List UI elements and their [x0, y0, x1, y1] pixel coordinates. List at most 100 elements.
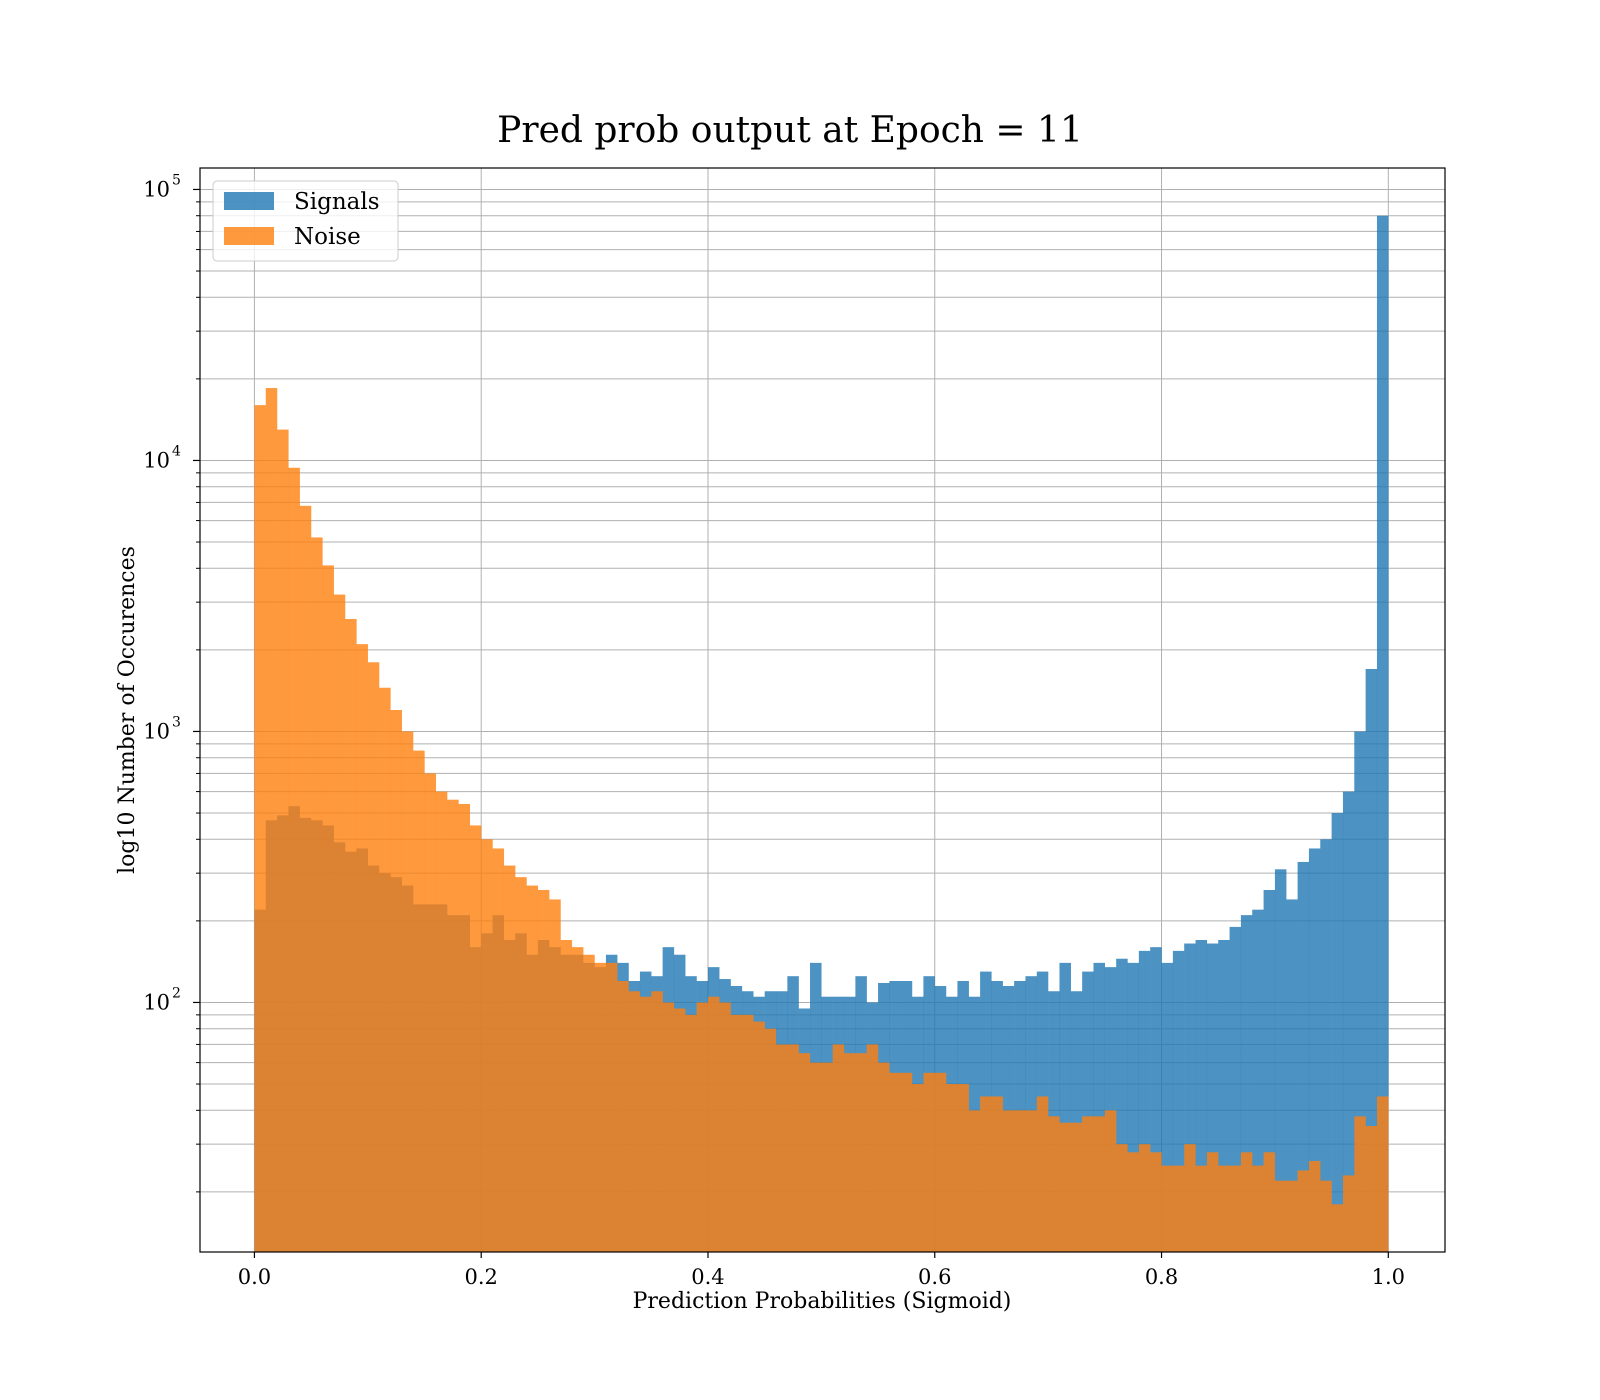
bar-noise-61: [946, 1084, 958, 1252]
bar-noise-43: [741, 1014, 754, 1252]
bar-noise-92: [1297, 1170, 1310, 1252]
bar-noise-71: [1059, 1122, 1071, 1252]
bar-noise-80: [1161, 1165, 1174, 1252]
bar-noise-2: [277, 429, 289, 1252]
bar-noise-40: [707, 996, 720, 1252]
y-tick-exponent: 2: [172, 985, 181, 1001]
y-tick-exponent: 3: [172, 714, 181, 730]
chart-title: Pred prob output at Epoch = 11: [497, 110, 1083, 151]
legend-swatch-noise: [224, 227, 274, 245]
bar-noise-88: [1252, 1165, 1264, 1252]
bar-noise-24: [526, 885, 539, 1252]
bar-noise-66: [1002, 1110, 1015, 1252]
bar-noise-14: [413, 750, 425, 1252]
bar-noise-51: [832, 1044, 845, 1252]
bar-signals-87: [1240, 915, 1253, 1252]
bar-signals-96: [1342, 791, 1355, 1252]
bar-signals-76: [1116, 958, 1128, 1252]
bar-noise-5: [311, 537, 323, 1252]
bar-noise-64: [980, 1096, 992, 1252]
bar-noise-55: [878, 1062, 890, 1252]
bar-noise-79: [1150, 1152, 1162, 1252]
plot-frame: [199, 167, 1446, 1253]
bar-noise-11: [379, 687, 391, 1252]
bar-noise-12: [390, 710, 402, 1252]
bar-noise-18: [458, 803, 471, 1252]
bar-noise-21: [492, 848, 505, 1252]
bar-signals-98: [1365, 669, 1378, 1252]
y-tick-label: 10: [143, 177, 170, 201]
bar-signals-72: [1070, 991, 1083, 1252]
bar-noise-8: [345, 619, 357, 1252]
bar-noise-50: [821, 1062, 833, 1252]
bar-noise-52: [844, 1053, 856, 1252]
legend-label-noise: Noise: [294, 224, 361, 250]
bar-noise-60: [934, 1072, 947, 1252]
bar-noise-54: [866, 1044, 879, 1252]
histogram-bars: [254, 215, 1389, 1253]
bar-noise-26: [549, 899, 561, 1252]
bar-noise-19: [469, 825, 482, 1252]
bar-noise-58: [912, 1084, 924, 1252]
bar-noise-81: [1172, 1165, 1185, 1252]
bar-noise-29: [583, 954, 595, 1252]
bar-signals-84: [1206, 943, 1219, 1252]
bar-noise-3: [288, 467, 300, 1252]
bar-noise-44: [753, 1021, 765, 1252]
bar-noise-41: [719, 1002, 731, 1252]
bar-signals-80: [1161, 962, 1174, 1252]
legend: Signals Noise: [212, 180, 399, 262]
bar-noise-47: [787, 1044, 799, 1252]
bar-signals-86: [1229, 926, 1242, 1252]
bar-signals-97: [1354, 731, 1366, 1252]
bar-noise-67: [1014, 1110, 1026, 1252]
bar-noise-30: [594, 962, 607, 1252]
y-tick-label: 10: [143, 448, 170, 472]
bar-noise-37: [673, 1008, 686, 1252]
bar-noise-31: [605, 962, 618, 1252]
bar-noise-70: [1048, 1116, 1060, 1252]
bar-noise-62: [957, 1084, 969, 1252]
bar-noise-4: [299, 505, 312, 1252]
bar-noise-10: [367, 662, 380, 1252]
y-tick-exponent: 4: [172, 443, 181, 459]
bar-signals-99: [1376, 215, 1389, 1253]
bar-noise-87: [1240, 1152, 1253, 1252]
y-tick-label: 10: [143, 719, 170, 743]
bar-noise-17: [447, 799, 459, 1252]
bar-noise-23: [515, 877, 527, 1252]
bar-noise-42: [730, 1014, 743, 1252]
x-tick-label: 0.0: [238, 1265, 271, 1289]
bar-signals-83: [1195, 940, 1208, 1252]
bar-signals-81: [1172, 950, 1185, 1252]
bar-noise-84: [1206, 1152, 1219, 1252]
bar-signals-94: [1320, 839, 1332, 1252]
bar-noise-36: [662, 1002, 675, 1252]
bar-noise-56: [889, 1072, 901, 1252]
bar-signals-71: [1059, 962, 1071, 1252]
x-tick-label: 0.2: [464, 1265, 497, 1289]
bar-signals-89: [1263, 890, 1276, 1252]
bar-noise-82: [1184, 1144, 1196, 1252]
bar-signals-78: [1138, 950, 1151, 1252]
bar-noise-86: [1229, 1165, 1242, 1252]
bar-noise-93: [1308, 1161, 1321, 1252]
bar-noise-53: [855, 1053, 867, 1252]
bar-noise-16: [435, 791, 448, 1252]
x-tick-label: 0.4: [691, 1265, 724, 1289]
bar-noise-95: [1331, 1204, 1344, 1252]
bar-signals-88: [1252, 909, 1264, 1252]
bar-noise-69: [1036, 1096, 1049, 1252]
x-tick-label: 1.0: [1372, 1265, 1405, 1289]
bar-noise-72: [1070, 1122, 1083, 1252]
bar-noise-77: [1127, 1152, 1140, 1252]
bar-signals-79: [1150, 947, 1162, 1252]
bar-noise-75: [1104, 1110, 1117, 1252]
bar-noise-25: [537, 890, 550, 1252]
bar-noise-89: [1263, 1152, 1276, 1252]
bar-noise-59: [923, 1072, 935, 1252]
bar-noise-63: [968, 1110, 981, 1252]
bar-noise-99: [1376, 1096, 1389, 1252]
bar-noise-76: [1116, 1144, 1128, 1252]
